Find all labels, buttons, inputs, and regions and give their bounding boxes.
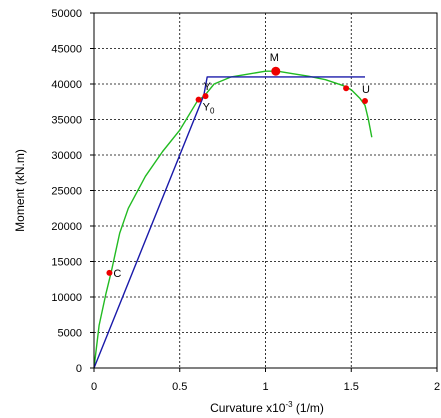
point-u	[361, 98, 368, 105]
point-unlabeled	[343, 85, 350, 92]
x-tick-label: 0.5	[172, 381, 187, 393]
y-tick-label: 35000	[51, 115, 82, 127]
point-label: M	[270, 52, 279, 64]
point-y	[202, 93, 209, 100]
point-label: Y0	[203, 102, 215, 116]
x-tick-label: 1	[262, 381, 268, 393]
x-axis-title: Curvature x10-3 (1/m)	[210, 400, 324, 415]
point-y0	[195, 96, 202, 103]
y-tick-label: 10000	[51, 292, 82, 304]
x-tick-label: 2	[434, 381, 440, 393]
y-tick-label: 20000	[51, 221, 82, 233]
y-tick-label: 25000	[51, 186, 82, 198]
curves	[93, 70, 373, 369]
moment-curvature-curve	[93, 70, 373, 369]
x-axis-ticks: 0 0.5 1 1.5 2	[91, 368, 440, 393]
y-tick-label: 50000	[51, 8, 82, 20]
x-tick-label: 0	[91, 381, 97, 393]
y-axis-title: Moment (kN.m)	[13, 149, 27, 232]
point-label: C	[113, 268, 121, 280]
data-points: C Y Y0 M U	[106, 52, 370, 280]
point-c	[106, 269, 113, 276]
x-axis-title-text: Curvature x10	[210, 401, 286, 415]
x-tick-label: 1.5	[344, 381, 359, 393]
x-axis-title-unit: (1/m)	[293, 401, 324, 415]
y-tick-label: 45000	[51, 44, 82, 56]
point-label: U	[362, 84, 370, 96]
y-tick-label: 30000	[51, 150, 82, 162]
x-axis-title-exponent: -3	[285, 400, 293, 409]
y-tick-label: 15000	[51, 257, 82, 269]
y-tick-label: 5000	[58, 328, 82, 340]
point-m	[271, 66, 281, 76]
y-axis-ticks: 0 5000 10000 15000 20000 25000 30000 35000 40000…	[51, 8, 94, 375]
y-tick-label: 40000	[51, 79, 82, 91]
y-tick-label: 0	[76, 363, 82, 375]
bilinear-idealization-line	[93, 76, 365, 369]
point-label: Y	[203, 81, 211, 93]
grid	[94, 13, 437, 368]
